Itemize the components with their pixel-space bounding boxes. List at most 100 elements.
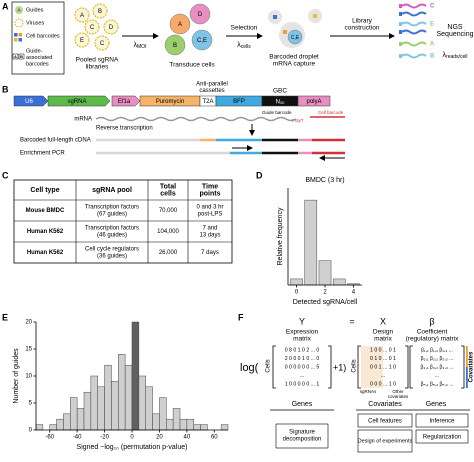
label: log(	[240, 362, 259, 374]
label: Signature	[289, 430, 315, 436]
label: Cell barcodes	[26, 33, 60, 39]
label: construction	[344, 25, 379, 32]
label: NGS	[447, 24, 463, 31]
label: A	[80, 13, 84, 19]
barcode-icon	[14, 33, 18, 37]
label: Anti-parallel	[196, 82, 228, 88]
subscript: cells	[241, 44, 252, 50]
matrix-row: ...	[381, 373, 385, 379]
label: A	[430, 42, 435, 48]
table-cell: 26,000	[159, 250, 178, 256]
lambda: λ	[237, 42, 241, 49]
panel-label: B	[2, 84, 9, 94]
label: Covariates	[368, 401, 402, 408]
virus	[74, 7, 90, 23]
cell	[164, 34, 186, 56]
table-header: Total	[160, 183, 176, 190]
box	[275, 423, 329, 449]
label: cassettes	[199, 88, 224, 94]
bar	[145, 386, 153, 431]
label: sgRNA	[67, 99, 86, 105]
table-header: Cell type	[30, 187, 59, 194]
read	[401, 41, 427, 47]
n20: N20	[276, 99, 286, 105]
table-cell: Cell cycle regulators	[85, 247, 139, 253]
bar	[193, 424, 201, 431]
barcode	[313, 14, 317, 18]
bar	[166, 418, 174, 431]
table-header: points	[200, 190, 221, 197]
label: Design of experiments	[358, 438, 413, 444]
label: matrix	[293, 336, 311, 343]
virus	[84, 19, 100, 35]
virus	[94, 35, 110, 51]
cell	[169, 13, 191, 35]
label: Library	[352, 18, 373, 25]
label: +1)	[333, 362, 346, 372]
x-tick-label: 2	[323, 290, 327, 296]
x-tick-label: 20	[156, 435, 163, 441]
x-tick-label: 0	[295, 290, 299, 296]
bar	[318, 260, 332, 286]
guide-barcode-icon	[12, 53, 19, 60]
label: C,E	[291, 35, 300, 41]
table-header: Time	[202, 183, 218, 190]
panel-label: F	[238, 312, 244, 322]
label: Regularization	[423, 435, 461, 441]
table-cell: Human K562	[27, 250, 64, 256]
read-barcode	[399, 4, 402, 8]
y-axis-label: Relative frequency	[277, 207, 284, 265]
bar	[152, 413, 160, 431]
label: C	[100, 41, 105, 47]
x-tick-label: 60	[211, 435, 218, 441]
label: Other	[392, 389, 404, 394]
label: Enrichment PCR	[20, 151, 65, 157]
label: B	[98, 9, 102, 15]
read	[401, 21, 427, 27]
label: Guides	[26, 7, 44, 13]
label: C	[430, 4, 435, 10]
label: =	[349, 316, 354, 326]
label: Coefficient	[417, 329, 448, 336]
label: β	[429, 316, 434, 326]
matrix-bracket	[461, 345, 465, 389]
matrix-row: ...	[300, 373, 304, 379]
label: A	[17, 8, 20, 13]
virus	[74, 32, 90, 48]
bar	[111, 381, 119, 431]
table-cell: 13 days	[199, 233, 220, 239]
read	[401, 29, 427, 35]
table-cell: (36 guides)	[97, 254, 127, 260]
n: N	[276, 99, 280, 105]
label: Y	[299, 316, 305, 326]
y-tick-label: 15	[25, 347, 32, 353]
label: E	[430, 22, 434, 28]
label: Cells	[352, 359, 358, 372]
chart-title: BMDC (3 hr)	[305, 177, 344, 184]
table-header: cells	[160, 190, 176, 197]
matrix-row: β₂,₁ β₂,₂ β₂,₃ ...	[421, 356, 454, 362]
label: Ef1a	[118, 99, 131, 105]
read-barcode	[399, 54, 402, 58]
label: Inference	[429, 419, 455, 425]
subscript: reads/cell	[446, 54, 467, 60]
label: matrix	[374, 336, 392, 343]
label: D	[109, 25, 114, 31]
y-axis-label: Number of guides	[13, 348, 20, 404]
box	[357, 413, 413, 428]
matrix-row: 0 1 0 ... 0 1	[370, 356, 396, 362]
barcode	[283, 30, 287, 34]
matrix-row: 2 0 0 0 1 0 ... 0	[285, 356, 320, 362]
label: PolyT	[292, 118, 304, 123]
sgrna-column	[361, 346, 383, 388]
bar	[124, 364, 133, 431]
label: libraries	[86, 64, 110, 71]
label: Selection	[231, 25, 258, 32]
label: Genes	[292, 401, 313, 408]
label: Puromycin	[156, 99, 184, 105]
table-cell: post-LPS	[198, 212, 223, 218]
x-axis-label: Signed −log₁₀ (permutation p-value)	[77, 444, 188, 451]
table-cell: Human K562	[27, 229, 64, 235]
label: Design	[373, 329, 394, 336]
bar	[172, 408, 181, 431]
